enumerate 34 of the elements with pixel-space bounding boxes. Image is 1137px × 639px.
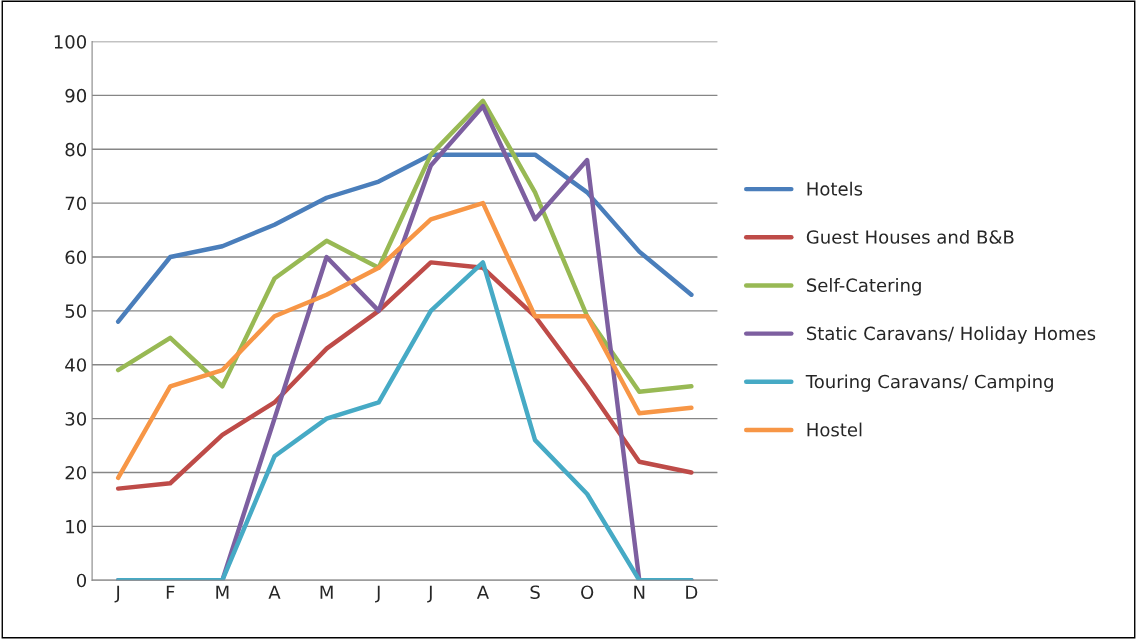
x-tick-label: M — [320, 585, 333, 599]
line-series — [115, 260, 694, 491]
x-tick-label: A — [268, 585, 281, 599]
y-tick-label: 70 — [65, 196, 87, 211]
x-tick-label: S — [530, 585, 540, 600]
legend-label: Guest Houses and B&B — [806, 229, 1014, 244]
y-tick-label: 80 — [65, 142, 87, 157]
y-tick-label: 30 — [65, 412, 87, 426]
x-tick-label: J — [427, 585, 432, 603]
legend-label: Static Caravans/ Holiday Homes — [806, 326, 1096, 344]
y-tick-label: 10 — [66, 519, 87, 534]
line-series — [115, 152, 694, 324]
y-tick-label: 40 — [65, 358, 87, 372]
y-tick-label: 90 — [65, 88, 87, 103]
legend-label: Hotels — [807, 181, 863, 196]
legend-label: Self-Catering — [806, 278, 921, 296]
x-tick-label: O — [581, 585, 594, 600]
x-tick-label: F — [166, 585, 175, 599]
x-tick-label: J — [375, 585, 380, 603]
legend-label: Touring Caravans/ Camping — [805, 374, 1053, 392]
y-tick-label: 60 — [65, 250, 87, 265]
y-tick-label: 0 — [76, 573, 87, 588]
x-tick-label: D — [686, 585, 698, 599]
line-series — [115, 200, 694, 481]
y-tick-label: 50 — [65, 304, 87, 318]
x-tick-label: J — [114, 585, 120, 603]
legend-label: Hostel — [807, 422, 862, 437]
x-tick-label: M — [216, 585, 229, 599]
line-series — [115, 98, 694, 394]
line-series — [115, 260, 694, 581]
x-tick-label: N — [634, 585, 645, 599]
y-tick-label: 100 — [54, 34, 87, 49]
y-tick-label: 20 — [65, 465, 87, 480]
x-tick-label: A — [476, 585, 489, 599]
